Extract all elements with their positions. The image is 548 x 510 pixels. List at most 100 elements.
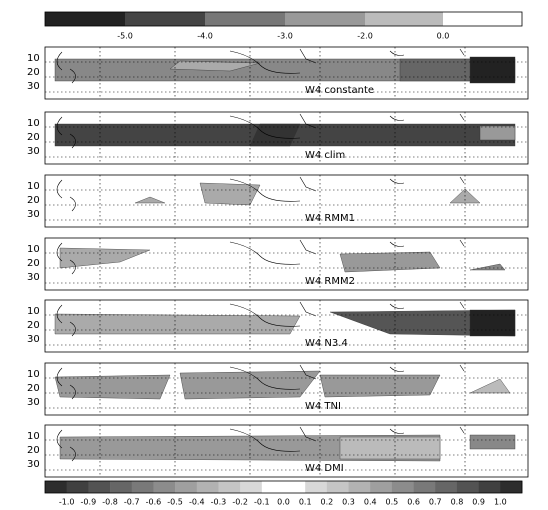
colorbar-label: 0.7 <box>429 498 442 507</box>
y-tick-label: 30 <box>27 334 40 345</box>
panel-frame <box>44 299 529 353</box>
coastline <box>56 426 465 462</box>
colorbar-frame <box>44 480 523 494</box>
shaded-region <box>399 58 471 82</box>
y-tick-label: 30 <box>27 272 40 283</box>
map-panel: 10 20 30 W4 N3.4 <box>27 299 529 353</box>
colorbar-segment <box>391 481 414 493</box>
colorbar-label: -0.7 <box>124 498 140 507</box>
colorbar-segment <box>370 481 393 493</box>
shaded-region <box>339 436 441 460</box>
y-tick-label: 10 <box>27 306 40 317</box>
colorbar-label: 1.0 <box>494 498 507 507</box>
colorbar-label: -1.0 <box>59 498 75 507</box>
colorbar-label: -0.5 <box>167 498 183 507</box>
shaded-region <box>469 263 506 271</box>
colorbar-label: 0.1 <box>299 498 312 507</box>
panel-label: W4 constante <box>305 85 374 96</box>
y-tick-label: 30 <box>27 459 40 470</box>
colorbar-label: 0.2 <box>320 498 333 507</box>
y-tick-label: 30 <box>27 146 40 157</box>
colorbar-label: -0.8 <box>102 498 118 507</box>
colorbar-label: -5.0 <box>117 32 133 41</box>
coastline <box>56 301 465 337</box>
map-panel: 10 20 30 W4 clim <box>27 111 529 165</box>
colorbar-frame <box>44 11 523 27</box>
y-tick-label: 20 <box>27 195 40 206</box>
colorbar-segment <box>45 12 125 26</box>
colorbar-segment <box>285 12 365 26</box>
y-tick-label: 10 <box>27 53 40 64</box>
colorbar-label: -2.0 <box>357 32 373 41</box>
panel-frame <box>44 46 529 100</box>
y-tick-label: 10 <box>27 181 40 192</box>
coastline <box>56 176 465 212</box>
colorbar-segment <box>175 481 198 493</box>
colorbar-label: -0.4 <box>189 498 205 507</box>
y-tick-label: 20 <box>27 383 40 394</box>
colorbar-label: -4.0 <box>197 32 213 41</box>
colorbar-segment <box>413 481 436 493</box>
panel-frame <box>44 424 529 478</box>
colorbar-label: 0.3 <box>342 498 355 507</box>
colorbar-label: 0.0 <box>437 32 450 41</box>
panel-label: W4 N3.4 <box>305 338 348 349</box>
y-tick-label: 20 <box>27 67 40 78</box>
map-panel: 10 20 30 W4 RMM2 <box>27 237 529 291</box>
y-tick-label: 10 <box>27 244 40 255</box>
colorbar-segment <box>348 481 371 493</box>
map-panel: 10 20 30 W4 DMI <box>27 424 529 478</box>
colorbar-segment <box>153 481 176 493</box>
colorbar-segment <box>196 481 219 493</box>
shaded-region <box>339 251 441 273</box>
colorbar-segment <box>131 481 154 493</box>
y-tick-label: 20 <box>27 445 40 456</box>
colorbar-segment <box>283 481 306 493</box>
colorbar-label: 0.4 <box>364 498 377 507</box>
shaded-region <box>469 309 516 337</box>
y-tick-label: 30 <box>27 209 40 220</box>
colorbar-segment <box>435 481 458 493</box>
colorbar-segment <box>456 481 479 493</box>
shaded-region <box>249 123 301 147</box>
y-tick-label: 20 <box>27 258 40 269</box>
colorbar-segment <box>110 481 133 493</box>
colorbar-segment <box>125 12 205 26</box>
colorbar-label: -0.3 <box>211 498 227 507</box>
shaded-region <box>54 374 171 400</box>
colorbar-label: -0.2 <box>232 498 248 507</box>
coastline <box>56 113 465 149</box>
colorbar-label: -0.9 <box>81 498 97 507</box>
colorbar-segment <box>500 481 523 493</box>
colorbar-segment <box>365 12 443 26</box>
colorbar-segment <box>88 481 111 493</box>
map-panel: 10 20 30 W4 TNI <box>27 362 529 416</box>
panel-frame <box>44 362 529 416</box>
colorbar-segment <box>218 481 241 493</box>
colorbar-segment <box>45 481 67 493</box>
colorbar-label: 0.5 <box>386 498 399 507</box>
y-tick-label: 20 <box>27 320 40 331</box>
colorbar-label: -0.1 <box>254 498 270 507</box>
panel-label: W4 TNI <box>305 401 341 412</box>
coastline <box>56 239 465 275</box>
coastline <box>56 364 465 400</box>
y-tick-label: 30 <box>27 397 40 408</box>
shaded-region <box>469 434 516 450</box>
shaded-region <box>169 60 261 72</box>
panel-frame <box>44 237 529 291</box>
colorbar-segment <box>261 481 284 493</box>
y-tick-label: 20 <box>27 132 40 143</box>
colorbar-label: -0.6 <box>146 498 162 507</box>
map-panel: 10 20 30 W4 constante <box>27 46 529 100</box>
shaded-region <box>479 125 516 141</box>
colorbar-segment <box>326 481 349 493</box>
colorbar-segment <box>240 481 263 493</box>
panel-label: W4 clim <box>305 150 345 161</box>
colorbar-label: 0.8 <box>451 498 464 507</box>
panel-frame <box>44 174 529 228</box>
panel-label: W4 RMM1 <box>305 213 355 224</box>
coastline <box>56 48 465 84</box>
